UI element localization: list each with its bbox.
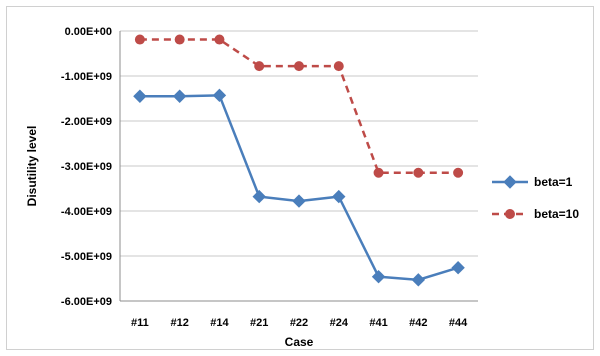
x-tick-labels: #11 #12 #14 #21 #22 #24 #41 #42 #44: [131, 317, 468, 329]
x-tick-label: #41: [369, 317, 387, 329]
data-point: [214, 34, 225, 45]
data-point: [212, 88, 227, 103]
legend-marker: [503, 175, 517, 189]
legend: beta=1 beta=10: [492, 175, 579, 221]
legend-marker: [505, 209, 515, 219]
data-point: [172, 89, 187, 103]
series-line: [139, 38, 459, 174]
x-tick-label: #22: [290, 317, 308, 329]
x-tick-label: #12: [170, 317, 188, 329]
y-tick-label: -4.00E+09: [61, 206, 112, 218]
data-point: [254, 61, 265, 72]
y-tick-label: -2.00E+09: [61, 116, 112, 128]
x-tick-label: #21: [250, 317, 268, 329]
y-tick-label: -5.00E+09: [61, 251, 112, 263]
legend-item: beta=1: [492, 175, 573, 189]
y-axis-title: Disutility level: [25, 126, 39, 207]
series-beta-10: [134, 34, 464, 178]
series-beta-1: [133, 88, 465, 287]
data-point: [174, 34, 185, 45]
data-point: [294, 61, 304, 72]
legend-item: beta=10: [492, 207, 579, 221]
data-point: [134, 34, 145, 45]
x-tick-label: #11: [131, 317, 149, 329]
data-point: [332, 189, 346, 204]
data-point: [292, 194, 306, 208]
data-point: [453, 167, 464, 178]
legend-label: beta=1: [534, 175, 573, 189]
data-point: [252, 189, 266, 204]
data-point: [371, 269, 386, 284]
axes: [119, 31, 478, 302]
x-axis-title: Case: [285, 335, 314, 349]
y-tick-label: -1.00E+09: [61, 71, 112, 83]
legend-label: beta=10: [534, 207, 579, 221]
data-point: [413, 167, 424, 178]
x-tick-label: #42: [409, 317, 427, 329]
x-tick-label: #14: [210, 317, 229, 329]
y-tick-label: -3.00E+09: [61, 161, 112, 173]
y-tick-label: -6.00E+09: [61, 296, 112, 308]
data-point: [133, 89, 147, 103]
data-point: [373, 167, 384, 178]
gridlines: [120, 30, 478, 302]
x-tick-label: #44: [449, 317, 468, 329]
x-tick-label: #24: [330, 317, 349, 329]
series: [133, 34, 465, 287]
y-tick-label: 0.00E+00: [65, 26, 112, 38]
series-line: [139, 94, 459, 282]
y-tick-labels: 0.00E+00 -1.00E+09 -2.00E+09 -3.00E+09 -4.00…: [61, 26, 112, 308]
data-point: [411, 273, 426, 287]
data-point: [451, 260, 465, 275]
data-point: [333, 61, 344, 72]
